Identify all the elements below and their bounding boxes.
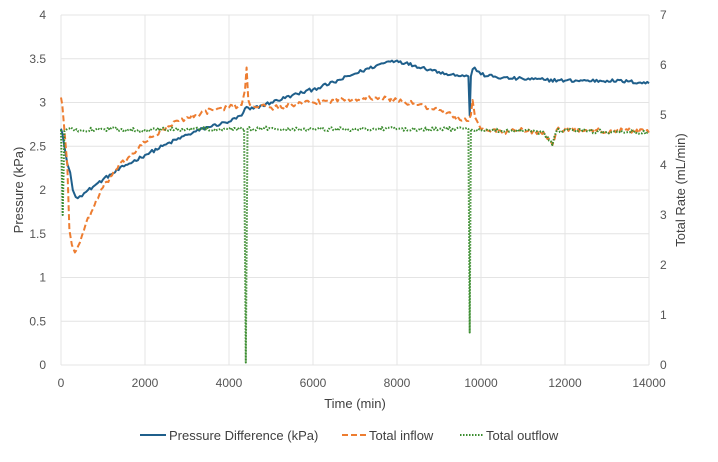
x-tick-label: 6000: [300, 376, 327, 390]
y-left-tick-label: 1: [39, 271, 46, 285]
y-right-tick-label: 5: [660, 108, 667, 122]
x-tick-label: 0: [58, 376, 65, 390]
legend-label-inflow: Total inflow: [369, 428, 434, 443]
y-right-tick-label: 4: [660, 158, 667, 172]
y-left-tick-label: 2: [39, 183, 46, 197]
x-tick-label: 14000: [632, 376, 666, 390]
x-tick-label: 12000: [548, 376, 582, 390]
y-left-tick-label: 4: [39, 8, 46, 22]
legend-label-pressure: Pressure Difference (kPa): [169, 428, 318, 443]
y-left-tick-label: 0.5: [29, 314, 46, 328]
x-tick-label: 2000: [132, 376, 159, 390]
x-tick-label: 8000: [384, 376, 411, 390]
y-left-tick-label: 3.5: [29, 52, 46, 66]
series-line-total-inflow: [60, 66, 650, 254]
y-left-tick-label: 2.5: [29, 139, 46, 153]
y-right-tick-label: 3: [660, 208, 667, 222]
series-line-pressure-difference: [60, 59, 650, 200]
series-layer: [60, 59, 650, 364]
y-left-tick-label: 0: [39, 358, 46, 372]
y-left-tick-label: 3: [39, 96, 46, 110]
y-right-axis-title: Total Rate (mL/min): [673, 133, 688, 246]
x-tick-label: 10000: [464, 376, 498, 390]
y-right-tick-label: 2: [660, 258, 667, 272]
tick-labels: 0 0.5 1 1.5 2 2.5 3 3.5 4 0 2000 4000 6000 8000 10000 1…: [29, 8, 667, 390]
x-axis-title: Time (min): [324, 396, 386, 411]
y-right-tick-label: 7: [660, 8, 667, 22]
y-right-tick-label: 0: [660, 358, 667, 372]
y-left-axis-title: Pressure (kPa): [11, 147, 26, 234]
y-right-tick-label: 1: [660, 308, 667, 322]
y-right-tick-label: 6: [660, 58, 667, 72]
legend-label-outflow: Total outflow: [486, 428, 559, 443]
legend: Pressure Difference (kPa) Total inflow T…: [140, 428, 559, 443]
series-line-total-outflow: [60, 125, 650, 364]
y-left-tick-label: 1.5: [29, 227, 46, 241]
x-tick-label: 4000: [216, 376, 243, 390]
gridlines: [60, 14, 650, 366]
